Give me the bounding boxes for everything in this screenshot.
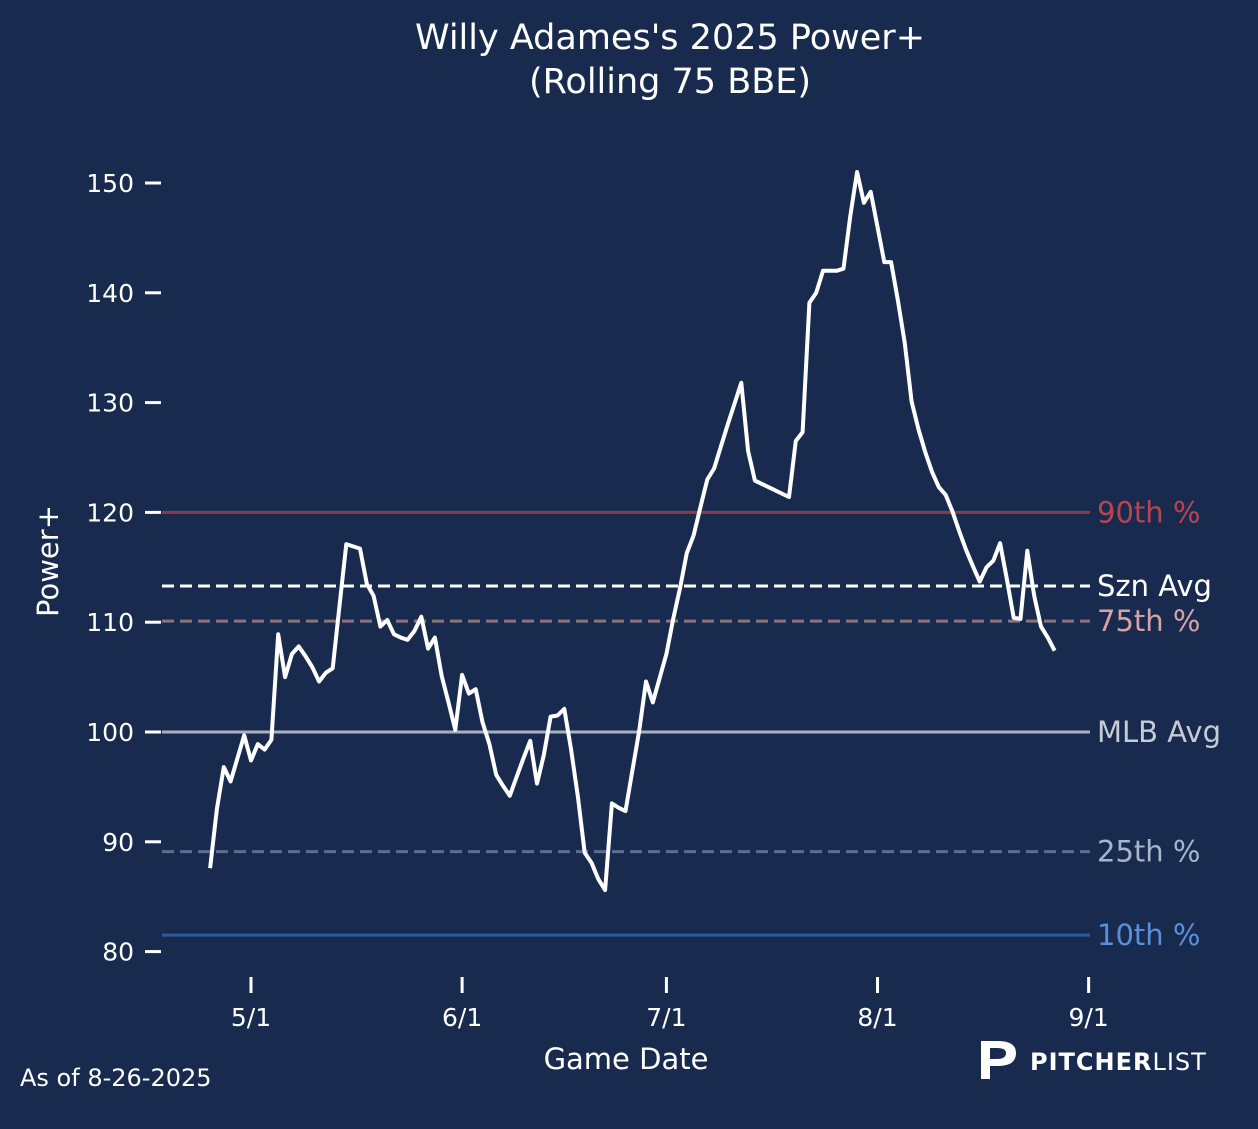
ref-label-25th: 25th % [1097, 835, 1200, 869]
ref-label-10th: 10th % [1097, 918, 1200, 952]
brand-name-light: LIST [1152, 1048, 1206, 1076]
y-tick-label: 140 [86, 279, 134, 308]
brand-name-bold: PITCHER [1030, 1048, 1152, 1076]
x-tick-label: 8/1 [857, 1003, 897, 1032]
ref-label-75th: 75th % [1097, 604, 1200, 638]
chart-title: Willy Adames's 2025 Power+ [415, 18, 925, 58]
series-group [208, 170, 1057, 893]
x-tick-label: 7/1 [646, 1003, 686, 1032]
pitcherlist-logo[interactable]: PITCHERLIST [981, 1041, 1207, 1079]
ref-label-90th: 90th % [1097, 495, 1200, 529]
y-tick-label: 120 [86, 498, 134, 527]
chart-subtitle: (Rolling 75 BBE) [529, 62, 811, 102]
series-line [208, 170, 1057, 893]
y-axis: 80 90 100 110 120 130 140 150 [86, 169, 161, 967]
pitcherlist-p-icon [981, 1041, 1016, 1079]
y-tick-label: 150 [86, 169, 134, 198]
x-axis-label: Game Date [544, 1042, 709, 1076]
svg-text:PITCHERLIST: PITCHERLIST [1030, 1048, 1207, 1076]
y-tick-label: 100 [86, 718, 134, 747]
y-tick-label: 110 [86, 608, 134, 637]
y-tick-label: 130 [86, 389, 134, 418]
ref-label-mlb-avg: MLB Avg [1097, 715, 1221, 749]
as-of-date: As of 8-26-2025 [20, 1064, 212, 1092]
x-axis: 5/1 6/1 7/1 8/1 9/1 [231, 977, 1109, 1032]
y-tick-label: 80 [102, 938, 134, 967]
ref-label-szn-avg: Szn Avg [1097, 569, 1212, 603]
y-axis-label: Power+ [31, 505, 65, 617]
x-tick-label: 9/1 [1069, 1003, 1109, 1032]
x-tick-label: 5/1 [231, 1003, 271, 1032]
x-tick-label: 6/1 [442, 1003, 482, 1032]
y-tick-label: 90 [102, 828, 134, 857]
